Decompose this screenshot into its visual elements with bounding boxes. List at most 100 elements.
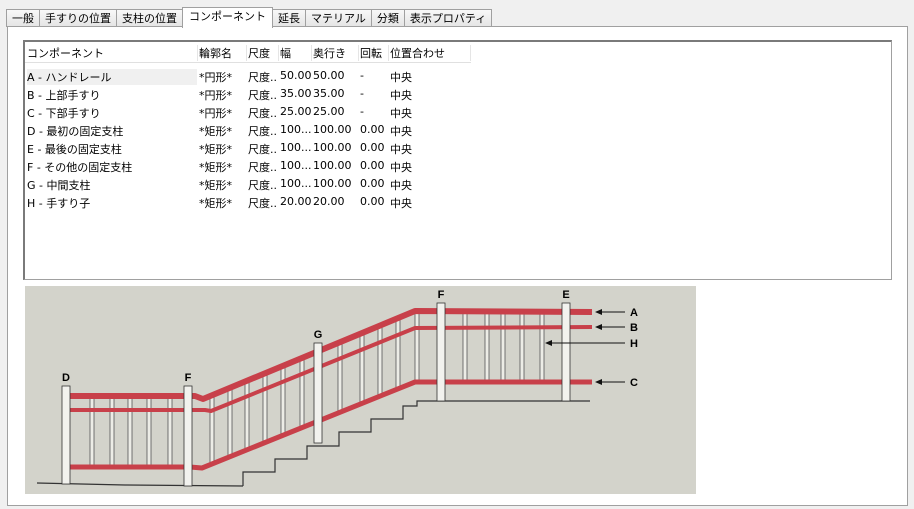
post — [561, 302, 571, 402]
cell-0: H - 手すり子 — [27, 197, 91, 210]
tab-0[interactable]: 一般 — [6, 9, 40, 27]
cell-2: 尺度... — [248, 125, 278, 138]
cell-1: *矩形* — [199, 143, 232, 156]
cell-2: 尺度... — [248, 71, 278, 84]
cell-1: *矩形* — [199, 197, 232, 210]
cell-0: F - その他の固定支柱 — [27, 161, 133, 174]
cell-0: D - 最初の固定支柱 — [27, 125, 124, 138]
table-row[interactable]: E - 最後の固定支柱 *矩形* 尺度...100....100.00 0.00 中央 — [25, 139, 471, 157]
cell-3: 100.... — [280, 141, 311, 154]
table-row[interactable]: F - その他の固定支柱 *矩形* 尺度...100....100.00 0.00 中央 — [25, 157, 471, 175]
table-row[interactable]: G - 中間支柱 *矩形* 尺度...100....100.00 0.00 中央 — [25, 175, 471, 193]
post — [61, 385, 71, 485]
callout-label: C — [630, 377, 638, 389]
tab-1[interactable]: 手すりの位置 — [39, 9, 117, 27]
cell-5: - — [360, 87, 364, 100]
column-header-3[interactable]: 幅 — [280, 45, 312, 61]
top-rail-b — [70, 325, 593, 413]
cell-0: B - 上部手すり — [27, 89, 101, 102]
tab-2[interactable]: 支柱の位置 — [116, 9, 183, 27]
arrowhead-icon — [595, 324, 602, 330]
cell-4: 20.00 — [313, 195, 345, 208]
post-label: D — [62, 372, 70, 384]
cell-6: 中央 — [390, 89, 412, 102]
tab-7[interactable]: 表示プロパティ — [403, 9, 493, 27]
cell-3: 25.00 — [280, 105, 311, 118]
cell-4: 100.00 — [313, 177, 352, 190]
components-list[interactable]: コンポーネント 輪郭名 尺度幅奥行き 回転 位置合わせ A - ハンドレール *円形* 尺度… — [23, 40, 892, 280]
baluster — [244, 379, 250, 450]
cell-5: - — [360, 105, 364, 118]
stairs — [242, 400, 590, 486]
tab-6[interactable]: 分類 — [370, 9, 405, 27]
cell-6: 中央 — [390, 143, 412, 156]
table-row[interactable]: C - 下部手すり *円形* 尺度... 25.00 25.00- 中央 — [25, 103, 471, 121]
baluster — [280, 364, 286, 436]
column-header-6[interactable]: 位置合わせ — [390, 45, 471, 61]
baluster — [395, 317, 401, 390]
arrowhead-icon — [595, 309, 602, 315]
cell-0: G - 中間支柱 — [27, 179, 91, 192]
cell-3: 35.00 — [280, 87, 311, 100]
cell-4: 35.00 — [313, 87, 345, 100]
cell-2: 尺度... — [248, 107, 278, 120]
components-panel: コンポーネント 輪郭名 尺度幅奥行き 回転 位置合わせ A - ハンドレール *円形* 尺度… — [7, 26, 908, 506]
baluster — [484, 311, 490, 383]
cell-4: 100.00 — [313, 141, 352, 154]
column-header-4[interactable]: 奥行き — [313, 45, 359, 61]
cell-0: E - 最後の固定支柱 — [27, 143, 122, 156]
tab-5[interactable]: マテリアル — [305, 9, 372, 27]
baluster — [262, 372, 268, 443]
cell-6: 中央 — [390, 107, 412, 120]
post-label: G — [314, 329, 323, 341]
cell-2: 尺度... — [248, 197, 278, 210]
post — [313, 342, 323, 444]
cell-1: *矩形* — [199, 125, 232, 138]
column-header-0[interactable]: コンポーネント — [27, 45, 198, 61]
arrowhead-icon — [545, 340, 552, 346]
table-row[interactable]: A - ハンドレール *円形* 尺度... 50.00 50.00- 中央 — [25, 67, 471, 85]
cell-4: 50.00 — [313, 69, 345, 82]
cell-6: 中央 — [390, 125, 412, 138]
baluster — [377, 324, 383, 397]
tab-3[interactable]: コンポーネント — [182, 7, 273, 28]
tab-4[interactable]: 延長 — [272, 9, 306, 27]
cell-4: 25.00 — [313, 105, 345, 118]
baluster — [359, 332, 365, 404]
railing-illustration: D F G F E ABH C — [36, 289, 638, 487]
column-header-1[interactable]: 輪郭名 — [199, 45, 247, 61]
cell-0: C - 下部手すり — [27, 107, 101, 120]
cell-5: 0.00 — [360, 195, 385, 208]
cell-3: 20.00 — [280, 195, 311, 208]
table-row[interactable]: H - 手すり子 *矩形* 尺度... 20.00 20.00 0.00 中央 — [25, 193, 471, 211]
column-header-5[interactable]: 回転 — [360, 45, 389, 61]
cell-5: 0.00 — [360, 159, 385, 172]
bottom-rail-c — [70, 379, 592, 471]
post — [183, 385, 193, 487]
cell-1: *円形* — [199, 89, 232, 102]
post-label: F — [438, 289, 445, 301]
table-row[interactable]: D - 最初の固定支柱 *矩形* 尺度...100....100.00 0.00 中央 — [25, 121, 471, 139]
baluster — [337, 341, 343, 413]
cell-1: *円形* — [199, 107, 232, 120]
baluster — [227, 386, 233, 457]
cell-4: 100.00 — [313, 159, 352, 172]
cell-1: *矩形* — [199, 179, 232, 192]
post — [436, 302, 446, 402]
cell-6: 中央 — [390, 161, 412, 174]
cell-2: 尺度... — [248, 161, 278, 174]
column-header-2[interactable]: 尺度 — [248, 45, 279, 61]
baluster — [167, 395, 173, 468]
baluster — [500, 311, 506, 383]
cell-4: 100.00 — [313, 123, 352, 136]
cell-5: 0.00 — [360, 141, 385, 154]
callout-label: H — [630, 338, 638, 350]
cell-1: *矩形* — [199, 161, 232, 174]
cell-3: 50.00 — [280, 69, 311, 82]
arrowhead-icon — [595, 379, 602, 385]
post-label: F — [185, 372, 192, 384]
cell-5: - — [360, 69, 364, 82]
baluster — [299, 356, 305, 428]
table-row[interactable]: B - 上部手すり *円形* 尺度... 35.00 35.00- 中央 — [25, 85, 471, 103]
